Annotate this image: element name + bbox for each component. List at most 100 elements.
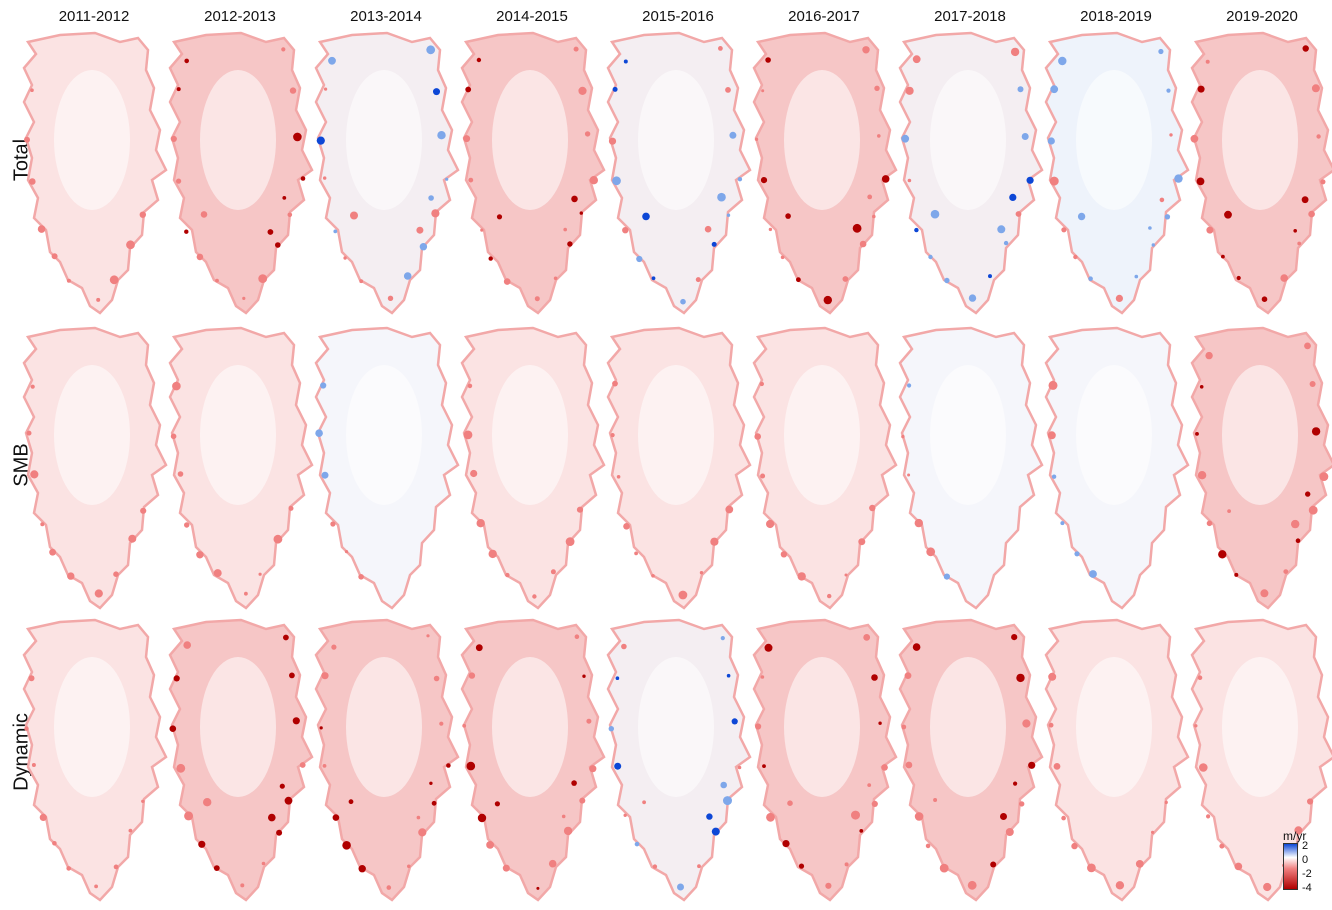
coastal-anomaly-mark — [1166, 88, 1171, 93]
coastal-anomaly-mark — [126, 240, 135, 250]
coastal-anomaly-mark — [907, 473, 911, 477]
coastal-anomaly-mark — [505, 572, 510, 578]
coastal-anomaly-mark — [1003, 240, 1009, 246]
coastal-anomaly-mark — [825, 882, 832, 889]
coastal-anomaly-mark — [141, 799, 145, 803]
coastal-anomaly-mark — [170, 135, 177, 142]
coastal-anomaly-mark — [1221, 254, 1225, 259]
coastal-anomaly-mark — [200, 211, 208, 218]
coastal-anomaly-mark — [1190, 134, 1199, 143]
coastal-anomaly-mark — [1061, 227, 1067, 233]
coastal-anomaly-mark — [553, 276, 558, 281]
map-panel-total-2017-2018 — [896, 30, 1044, 315]
map-panel-dynamic-2019-2020 — [1188, 617, 1332, 902]
coastal-anomaly-mark — [24, 136, 30, 143]
coastal-anomaly-mark — [333, 229, 338, 234]
coastal-anomaly-mark — [925, 843, 931, 849]
coastal-anomaly-mark — [1263, 882, 1272, 892]
coastal-anomaly-mark — [1051, 474, 1057, 479]
coastal-anomaly-mark — [1013, 781, 1018, 786]
coastal-anomaly-mark — [462, 723, 467, 728]
colorbar-unit: m/yr — [1283, 829, 1307, 843]
coastal-anomaly-mark — [699, 571, 704, 575]
coastal-anomaly-mark — [242, 296, 246, 300]
coastal-anomaly-mark — [678, 590, 688, 600]
coastal-anomaly-mark — [446, 763, 451, 768]
coastal-anomaly-mark — [1302, 45, 1309, 52]
coastal-anomaly-mark — [579, 211, 583, 215]
coastal-anomaly-mark — [463, 430, 473, 440]
coastal-anomaly-mark — [1164, 214, 1171, 220]
coastal-anomaly-mark — [780, 551, 788, 558]
coastal-anomaly-mark — [429, 781, 433, 785]
coastal-anomaly-mark — [1205, 351, 1213, 360]
coastal-anomaly-mark — [914, 812, 924, 821]
coastal-anomaly-mark — [1022, 719, 1031, 728]
ice-sheet-interior — [346, 657, 422, 797]
coastal-anomaly-mark — [563, 227, 567, 232]
coastal-anomaly-mark — [258, 572, 262, 576]
ice-sheet-interior — [784, 70, 860, 210]
coastal-anomaly-mark — [616, 475, 621, 479]
coastal-anomaly-mark — [1316, 134, 1321, 139]
coastal-anomaly-mark — [184, 522, 190, 528]
coastal-anomaly-mark — [912, 55, 921, 64]
coastal-anomaly-mark — [267, 229, 274, 235]
coastal-anomaly-mark — [881, 764, 888, 771]
map-panel-dynamic-2017-2018 — [896, 617, 1044, 902]
coastal-anomaly-mark — [621, 643, 627, 650]
coastal-anomaly-mark — [586, 718, 592, 724]
coastal-anomaly-mark — [324, 87, 328, 91]
coastal-anomaly-mark — [764, 643, 773, 652]
coastal-anomaly-mark — [486, 841, 494, 849]
coastal-anomaly-mark — [477, 813, 487, 823]
coastal-anomaly-mark — [30, 470, 39, 479]
coastal-anomaly-mark — [939, 863, 949, 873]
coastal-anomaly-mark — [881, 175, 890, 183]
coastal-anomaly-mark — [766, 812, 775, 822]
coastal-anomaly-mark — [534, 296, 540, 302]
map-panel-smb-2014-2015 — [458, 325, 606, 610]
coastal-anomaly-mark — [496, 214, 503, 220]
coastal-anomaly-mark — [1261, 296, 1268, 303]
map-panel-total-2018-2019 — [1042, 30, 1190, 315]
coastal-anomaly-mark — [1159, 197, 1165, 203]
coastal-anomaly-mark — [203, 798, 212, 807]
coastal-anomaly-mark — [261, 861, 266, 866]
coastal-anomaly-mark — [1194, 724, 1198, 728]
coastal-anomaly-mark — [1148, 226, 1152, 230]
map-panel-smb-2018-2019 — [1042, 325, 1190, 610]
coastal-anomaly-mark — [785, 213, 791, 219]
coastal-anomaly-mark — [1135, 860, 1144, 868]
coastal-anomaly-mark — [475, 644, 483, 652]
coastal-anomaly-mark — [1195, 432, 1199, 436]
coastal-anomaly-mark — [275, 242, 281, 248]
coastal-anomaly-mark — [213, 865, 220, 871]
map-panel-smb-2013-2014 — [312, 325, 460, 610]
coastal-anomaly-mark — [1077, 212, 1086, 221]
coastal-anomaly-mark — [344, 550, 349, 554]
coastal-anomaly-mark — [589, 176, 598, 185]
coastal-anomaly-mark — [403, 272, 412, 280]
coastal-anomaly-mark — [797, 572, 806, 581]
coastal-anomaly-mark — [710, 537, 719, 546]
coastal-anomaly-mark — [760, 473, 766, 479]
coastal-anomaly-mark — [433, 675, 440, 682]
coastal-anomaly-mark — [827, 593, 832, 599]
map-panel-total-2014-2015 — [458, 30, 606, 315]
coastal-anomaly-mark — [283, 634, 289, 641]
coastal-anomaly-mark — [634, 841, 640, 847]
coastal-anomaly-mark — [720, 636, 725, 641]
map-panel-dynamic-2016-2017 — [750, 617, 898, 902]
coastal-anomaly-mark — [67, 572, 75, 580]
coastal-anomaly-mark — [470, 469, 478, 478]
coastal-anomaly-mark — [842, 276, 849, 282]
coastal-anomaly-mark — [342, 841, 351, 850]
coastal-anomaly-mark — [968, 294, 977, 302]
coastal-anomaly-mark — [677, 883, 684, 891]
coastal-anomaly-mark — [1309, 381, 1316, 387]
ice-sheet-interior — [1222, 365, 1298, 505]
coastal-anomaly-mark — [30, 384, 35, 389]
ice-sheet-interior — [1076, 365, 1152, 505]
coastal-anomaly-mark — [196, 253, 204, 261]
